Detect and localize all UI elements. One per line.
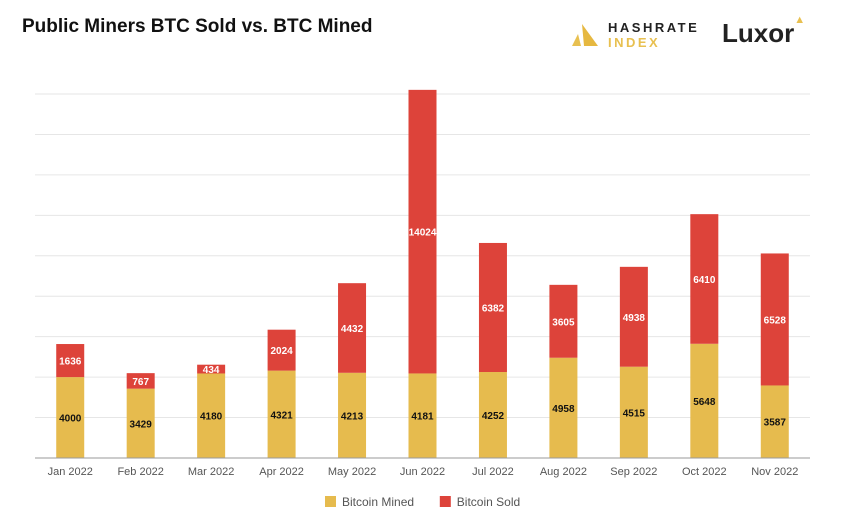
chart-title: Public Miners BTC Sold vs. BTC Mined: [22, 16, 373, 37]
data-label: 4515: [623, 408, 646, 419]
data-label: 4958: [552, 404, 575, 415]
bar-bitcoin-mined: [408, 373, 437, 458]
luxor-logo-icon: ▲: [794, 14, 806, 26]
bar-bitcoin-mined: [760, 385, 789, 458]
data-label: 4321: [270, 410, 293, 421]
bar-bitcoin-mined: [478, 372, 507, 458]
x-tick-label: Nov 2022: [751, 466, 798, 478]
bar-bitcoin-sold: [619, 266, 648, 367]
bar-bitcoin-mined: [267, 370, 296, 458]
data-label: 4181: [411, 412, 434, 423]
data-label: 14024: [409, 228, 437, 239]
x-tick-label: Aug 2022: [540, 466, 587, 478]
data-label: 1636: [59, 357, 82, 368]
x-tick-label: Sep 2022: [610, 466, 657, 478]
x-tick-label: Mar 2022: [188, 466, 234, 478]
bar-bitcoin-sold: [126, 373, 155, 389]
data-label: 4252: [482, 411, 505, 422]
x-tick-label: May 2022: [328, 466, 376, 478]
bar-bitcoin-mined: [56, 377, 85, 458]
data-label: 6410: [693, 275, 716, 286]
bar-bitcoin-mined: [619, 366, 648, 458]
legend-swatch: [439, 496, 451, 507]
luxor-logo-text: Luxor: [722, 18, 795, 48]
bar-bitcoin-sold: [478, 242, 507, 373]
data-label: 3587: [764, 418, 787, 429]
legend-swatch: [325, 496, 336, 507]
data-label: 6382: [482, 303, 505, 314]
bar-bitcoin-mined: [126, 388, 155, 458]
data-label: 5648: [693, 397, 716, 408]
bar-bitcoin-mined: [197, 373, 226, 458]
bar-bitcoin-sold: [760, 253, 789, 386]
hashrate-index-logo-icon: [572, 24, 598, 46]
data-label: 4432: [341, 324, 364, 335]
data-label: 3429: [130, 419, 153, 430]
data-label: 767: [132, 377, 149, 388]
data-label: 4938: [623, 313, 646, 324]
bar-bitcoin-mined: [338, 372, 367, 458]
bar-bitcoin-sold: [267, 329, 296, 371]
legend-label: Bitcoin Sold: [457, 495, 520, 509]
bar-bitcoin-sold: [690, 214, 719, 344]
luxor-logo: Luxor▲: [722, 14, 805, 49]
logo-text-hashrate: HASHRATE: [608, 20, 700, 35]
bar-bitcoin-sold: [549, 284, 578, 358]
data-label: 4180: [200, 412, 223, 423]
legend-label: Bitcoin Mined: [342, 495, 414, 509]
bar-bitcoin-sold: [56, 344, 85, 378]
x-tick-label: Jul 2022: [472, 466, 514, 478]
bar-bitcoin-sold: [197, 364, 226, 374]
x-tick-label: Feb 2022: [117, 466, 163, 478]
bar-bitcoin-mined: [549, 357, 578, 458]
x-tick-label: Jan 2022: [48, 466, 93, 478]
bar-bitcoin-mined: [690, 343, 719, 458]
data-label: 2024: [270, 346, 293, 357]
data-label: 4213: [341, 411, 364, 422]
data-label: 434: [203, 365, 220, 376]
x-tick-label: Jun 2022: [400, 466, 445, 478]
data-label: 4000: [59, 414, 82, 425]
bar-bitcoin-sold: [408, 89, 437, 374]
x-tick-label: Oct 2022: [682, 466, 727, 478]
x-tick-label: Apr 2022: [259, 466, 304, 478]
hashrate-index-logo: HASHRATE INDEX: [570, 20, 699, 50]
data-label: 6528: [764, 315, 787, 326]
bar-bitcoin-sold: [338, 283, 367, 373]
data-label: 3605: [552, 317, 575, 328]
logo-text-index: INDEX: [608, 35, 661, 50]
